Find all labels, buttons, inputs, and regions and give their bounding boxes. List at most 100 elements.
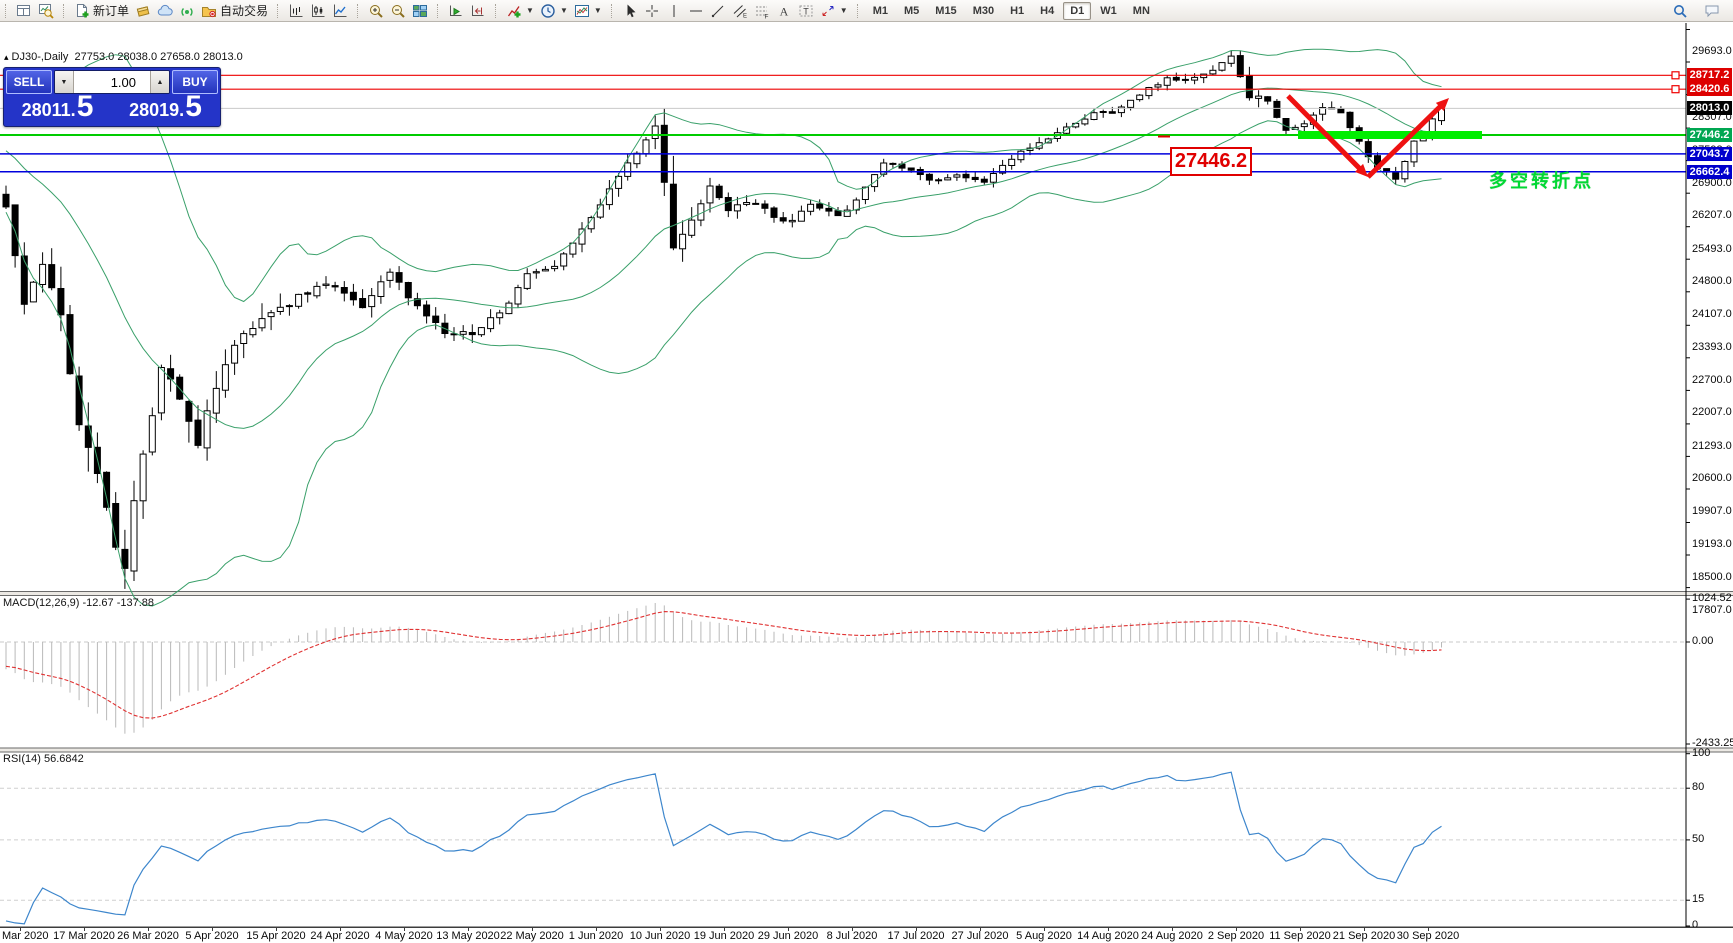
dropdown-caret-icon[interactable]: ▼ [839,6,848,15]
annotation-note-text[interactable]: 多空转折点 [1489,171,1594,191]
sell-button[interactable]: SELL [6,70,52,94]
svg-text:F: F [764,13,768,19]
date-label: 1 Jun 2020 [568,930,624,942]
date-label: 10 Jun 2020 [629,930,691,942]
dropdown-caret-icon[interactable]: ▼ [526,6,534,15]
search-button[interactable] [1669,0,1691,21]
templates-button[interactable]: ▼ [571,0,605,21]
macd-histogram [5,603,1442,734]
svg-text:A: A [779,4,788,18]
buy-button[interactable]: BUY [172,70,218,94]
date-label: 5 Aug 2020 [1016,930,1072,942]
rsi-indicator-label: RSI(14) 56.6842 [3,753,84,765]
timeframe-M5[interactable]: M5 [904,4,920,17]
history-center-button[interactable] [132,0,154,21]
timeframe-M30[interactable]: M30 [972,4,995,17]
chart-canvas[interactable] [0,23,1733,928]
tile-windows-icon [413,4,428,17]
collapse-panel-icon[interactable]: ▴ [4,52,9,62]
timeframe-M15[interactable]: M15 [935,4,957,17]
date-tick-mark [660,928,661,931]
pane-separator[interactable] [0,748,1733,752]
horizontal-line-tool-button[interactable] [685,0,707,21]
hline-handle[interactable] [1671,85,1680,94]
chart-shift-button[interactable] [467,0,489,21]
equidistant-channel-tool-button[interactable]: E [729,0,751,21]
pane-separator[interactable] [0,591,1733,596]
timeframe-M1[interactable]: M1 [872,4,888,17]
volume-increase-icon[interactable]: ▲ [150,71,169,93]
dropdown-caret-icon[interactable]: ▼ [559,6,568,15]
hline-handle[interactable] [1671,71,1680,80]
chart-window[interactable]: ▴ DJ30-,Daily 27753.0 28038.0 27658.0 280… [0,23,1733,931]
cloud-sync-button[interactable] [154,0,176,21]
date-label: 19 Jun 2020 [693,930,755,942]
vertical-line-tool-button[interactable] [663,0,685,21]
dropdown-caret-icon[interactable]: ▼ [593,6,602,15]
date-tick-mark [980,928,981,931]
timeframe-D1[interactable]: D1 [1063,1,1092,20]
bar-chart-mode-button[interactable] [285,0,307,21]
date-label: 29 Jun 2020 [757,930,819,942]
tile-windows-button[interactable] [409,0,431,21]
signals-button[interactable] [176,0,198,21]
support-zone-bar[interactable] [1298,131,1482,139]
indicators-icon [507,5,521,17]
auto-trading-button[interactable]: 自动交易 [198,0,271,21]
volume-decrease-icon[interactable]: ▼ [55,71,74,93]
templates-icon [574,4,589,17]
date-tick-mark [20,928,21,931]
price-callout-label[interactable]: 27446.2 [1170,147,1252,176]
date-tick-mark [84,928,85,931]
new-order-button[interactable]: 新订单 [71,0,132,21]
fibonacci-tool-button[interactable]: F [751,0,773,21]
date-label: 8 Jul 2020 [826,930,878,942]
toolbar-right [1669,0,1731,21]
crosshair-tool-button[interactable] [641,0,663,21]
zoom-out-button[interactable] [387,0,409,21]
charts-grid-button[interactable] [13,0,35,21]
date-label: 27 Jul 2020 [951,930,1009,942]
zoom-in-button[interactable] [365,0,387,21]
chat-icon [1705,5,1719,17]
arrow-objects-button[interactable]: ▼ [817,0,851,21]
date-label: 4 May 2020 [375,930,433,942]
cursor-tool-button[interactable] [619,0,641,21]
text-label-icon: T [799,5,813,16]
toolbar-group-window-tools [2,0,60,22]
date-tick-mark [1300,928,1301,931]
buy-price: 28019. 5 [129,90,202,123]
text-tool-button[interactable]: A [773,0,795,21]
chart-preview-button[interactable] [35,0,57,21]
chart-shift-icon [472,5,484,16]
fibonacci-icon: F [755,6,768,19]
sell-price: 28011. 5 [21,90,94,123]
line-chart-mode-button[interactable] [329,0,351,21]
date-label: 26 Mar 2020 [117,930,179,942]
trend-arrow[interactable] [1286,94,1368,177]
date-tick-mark [788,928,789,931]
auto-scroll-button[interactable] [445,0,467,21]
timeframe-W1[interactable]: W1 [1100,4,1117,17]
periods-button[interactable]: ▼ [537,0,571,21]
date-label: 14 Aug 2020 [1077,930,1139,942]
periods-icon [541,3,555,18]
candlestick-mode-button[interactable] [307,0,329,21]
volume-value[interactable]: 1.00 [110,74,136,90]
chart-plot[interactable] [0,23,1733,928]
date-tick-mark [468,928,469,931]
indicators-list-button[interactable]: ▼ [503,0,537,21]
date-tick-mark [724,928,725,931]
timeframe-MN[interactable]: MN [1132,4,1150,17]
trend-arrow[interactable] [1366,98,1449,179]
text-label-tool-button[interactable]: T [795,0,817,21]
date-axis[interactable]: Mar 2020 17 Mar 2020 26 Mar 2020 5 Apr 2020… [0,927,1733,943]
trendline-tool-button[interactable] [707,0,729,21]
date-label: 2 Sep 2020 [1207,930,1265,942]
timeframe-H1[interactable]: H1 [1010,4,1025,17]
timeframe-H4[interactable]: H4 [1040,4,1055,17]
volume-stepper[interactable]: ▼ 1.00 ▲ [54,70,170,94]
bar-chart-icon [290,4,303,17]
trendline-icon [711,5,724,17]
chat-button[interactable] [1701,0,1723,21]
